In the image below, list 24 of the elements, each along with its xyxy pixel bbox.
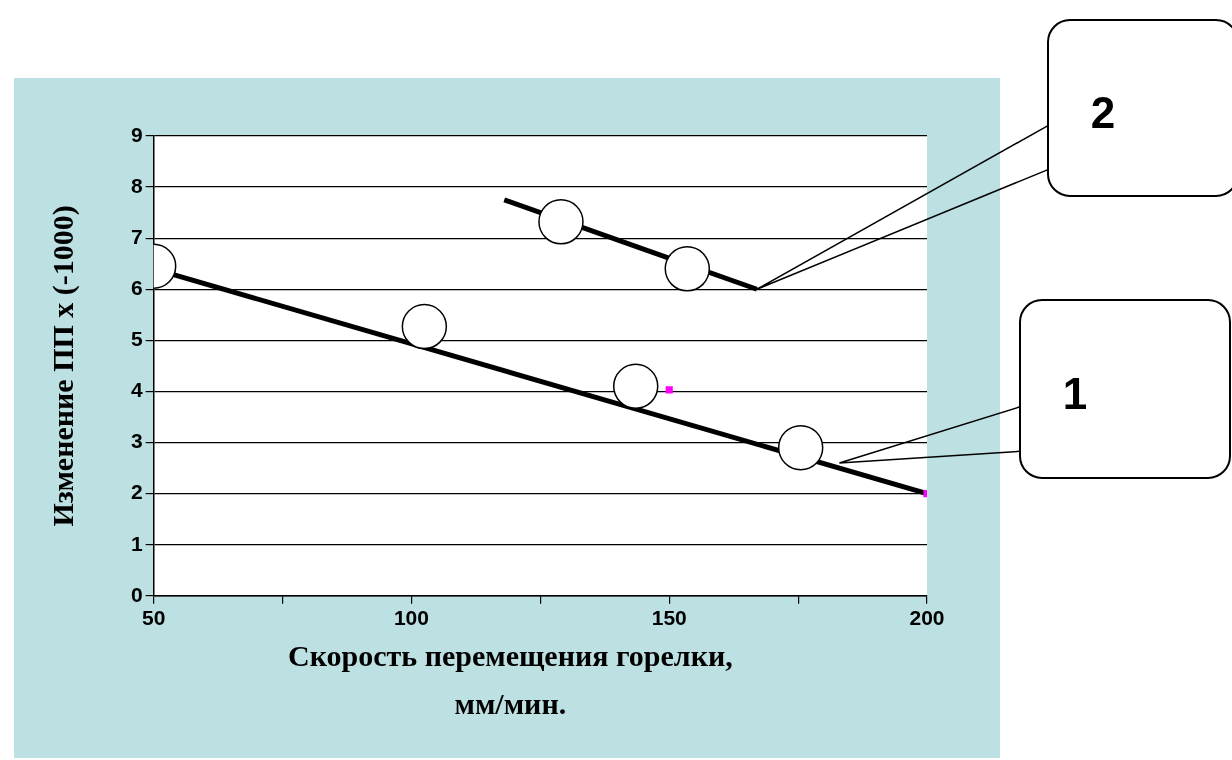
annotation: 2 xyxy=(1090,88,1116,138)
point xyxy=(664,246,711,292)
y-tick-label: 5 xyxy=(130,327,143,351)
x-tick-label: 50 xyxy=(142,606,166,630)
y-tick-label: 1 xyxy=(130,531,143,555)
y-tick-label: 7 xyxy=(130,224,143,248)
y-tick-label: 4 xyxy=(130,378,143,402)
point xyxy=(665,386,673,394)
x-tick-label: 200 xyxy=(909,606,945,630)
y-axis-title: Изменение ПП x (-1000) xyxy=(46,205,81,527)
x-tick-label: 150 xyxy=(651,606,687,630)
y-tick-label: 9 xyxy=(130,122,143,146)
point xyxy=(612,363,659,410)
y-tick-label: 0 xyxy=(130,582,143,606)
y-tick-label: 8 xyxy=(130,173,143,197)
y-tick-label: 2 xyxy=(130,480,143,504)
point xyxy=(777,424,824,471)
x-tick-label: 100 xyxy=(393,606,429,630)
point xyxy=(401,303,448,350)
point xyxy=(538,199,584,245)
y-tick-label: 6 xyxy=(130,276,143,300)
y-tick-label: 3 xyxy=(130,429,143,453)
x-axis-title: Скорость перемещения горелки, мм/мин. xyxy=(287,638,733,720)
annotation: 1 xyxy=(1062,369,1088,419)
